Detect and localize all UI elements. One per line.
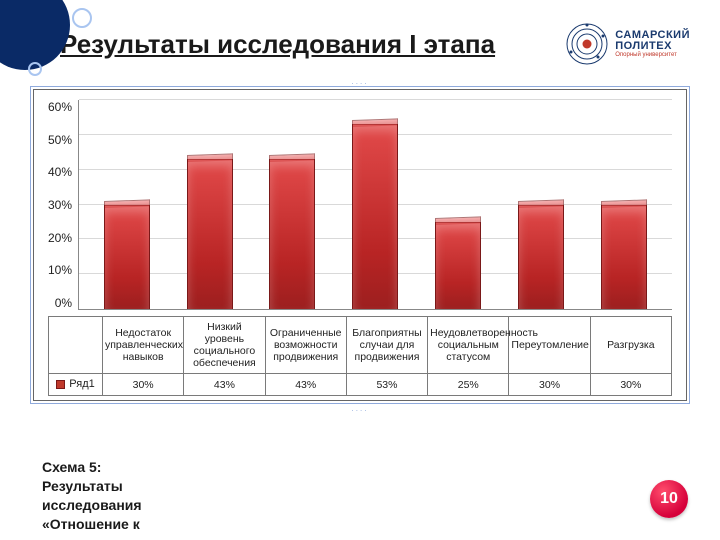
bar	[104, 205, 150, 310]
y-tick: 60%	[48, 100, 72, 114]
bar	[352, 124, 398, 309]
category-cell: Разгрузка	[590, 317, 671, 374]
y-tick: 0%	[55, 296, 72, 310]
category-cell: Низкий уровень социального обеспечения	[184, 317, 265, 374]
category-cell: Ограниченные возможности продвижения	[265, 317, 346, 374]
series-label: Ряд1	[69, 378, 94, 391]
bar	[601, 205, 647, 310]
caption: Схема 5: Результаты исследования «Отноше…	[42, 458, 142, 534]
y-axis: 60% 50% 40% 30% 20% 10% 0%	[48, 100, 78, 310]
category-cell: Благоприятны случаи для продвижения	[346, 317, 427, 374]
page-number: 10	[660, 490, 678, 508]
caption-line4: «Отношение к	[42, 515, 142, 534]
bar	[187, 159, 233, 309]
series-cell: Ряд1	[49, 374, 103, 396]
value-cell: 53%	[346, 374, 427, 396]
category-cell: Недостаток управленческих навыков	[103, 317, 184, 374]
page-title: Результаты исследования I этапа	[60, 29, 495, 60]
y-tick: 50%	[48, 133, 72, 147]
y-tick: 40%	[48, 165, 72, 179]
logo: САМАРСКИЙ ПОЛИТЕХ Опорный университет	[565, 22, 690, 66]
bar	[518, 205, 564, 310]
decor-outline-2	[28, 62, 42, 76]
y-tick: 20%	[48, 231, 72, 245]
category-cell: Неудовлетворенность социальным статусом	[428, 317, 509, 374]
value-cell: 43%	[265, 374, 346, 396]
plot	[78, 100, 672, 310]
value-cell: 25%	[428, 374, 509, 396]
bars	[79, 100, 672, 309]
caption-line3: исследования	[42, 496, 142, 515]
y-tick: 10%	[48, 263, 72, 277]
chart-inner: 60% 50% 40% 30% 20% 10% 0% Недостаток управлен…	[33, 89, 687, 401]
chart-frame: 60% 50% 40% 30% 20% 10% 0% Недостаток управлен…	[30, 86, 690, 404]
value-cell: 30%	[509, 374, 590, 396]
category-cell: Переутомление	[509, 317, 590, 374]
legend-swatch	[56, 380, 65, 389]
logo-text: САМАРСКИЙ ПОЛИТЕХ Опорный университет	[615, 30, 690, 58]
decor-outline-1	[72, 8, 92, 28]
logo-line2: ПОЛИТЕХ	[615, 41, 690, 52]
value-cell: 43%	[184, 374, 265, 396]
plot-area: 60% 50% 40% 30% 20% 10% 0%	[48, 100, 672, 310]
caption-line1: Схема 5:	[42, 458, 142, 477]
bar	[269, 159, 315, 309]
y-tick: 30%	[48, 198, 72, 212]
page-number-badge: 10	[650, 480, 688, 518]
bar	[435, 222, 481, 309]
logo-icon	[565, 22, 609, 66]
value-cell: 30%	[103, 374, 184, 396]
caption-line2: Результаты	[42, 477, 142, 496]
header: Результаты исследования I этапа САМАРСКИ…	[0, 0, 720, 76]
data-table: Недостаток управленческих навыковНизкий …	[48, 316, 672, 396]
logo-line3: Опорный университет	[615, 52, 690, 58]
value-cell: 30%	[590, 374, 671, 396]
table-corner	[49, 317, 103, 374]
